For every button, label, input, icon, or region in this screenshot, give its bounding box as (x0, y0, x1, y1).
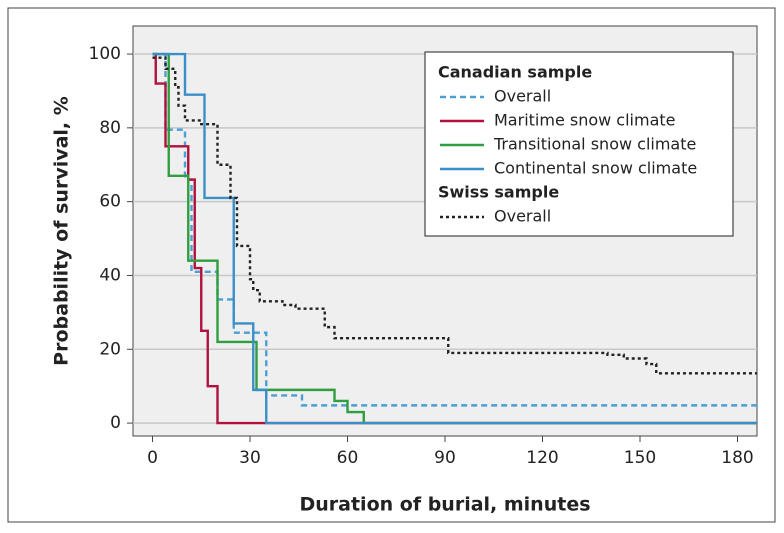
y-tick-label: 20 (99, 339, 121, 359)
legend-label: Overall (494, 87, 551, 106)
legend-group-title: Swiss sample (438, 183, 559, 202)
step-line (152, 52, 757, 425)
legend-label: Transitional snow climate (493, 135, 696, 154)
legend-label: Continental snow climate (494, 159, 697, 178)
step-line (152, 52, 757, 425)
x-axis-title: Duration of burial, minutes (299, 494, 590, 516)
y-tick-label: 0 (110, 413, 121, 433)
x-tick-label: 0 (147, 448, 158, 468)
y-tick-label: 40 (99, 265, 121, 285)
x-tick-label: 150 (624, 448, 656, 468)
step-line (152, 52, 757, 425)
y-axis-title: Probability of survival, % (51, 96, 73, 366)
legend-label: Overall (494, 207, 551, 226)
y-tick-label: 80 (99, 118, 121, 138)
legend-group-title: Canadian sample (438, 63, 592, 82)
x-tick-label: 180 (721, 448, 753, 468)
legend: Canadian sample Overall Maritime snow clim… (424, 51, 734, 237)
legend-label: Maritime snow climate (494, 111, 676, 130)
frame (7, 7, 776, 523)
step-line (152, 56, 757, 375)
y-tick-label: 100 (89, 44, 121, 64)
x-tick-label: 60 (337, 448, 359, 468)
x-tick-label: 90 (434, 448, 456, 468)
x-tick-label: 120 (526, 448, 558, 468)
y-tick-label: 60 (99, 192, 121, 212)
step-line (152, 52, 757, 407)
x-tick-label: 30 (239, 448, 261, 468)
